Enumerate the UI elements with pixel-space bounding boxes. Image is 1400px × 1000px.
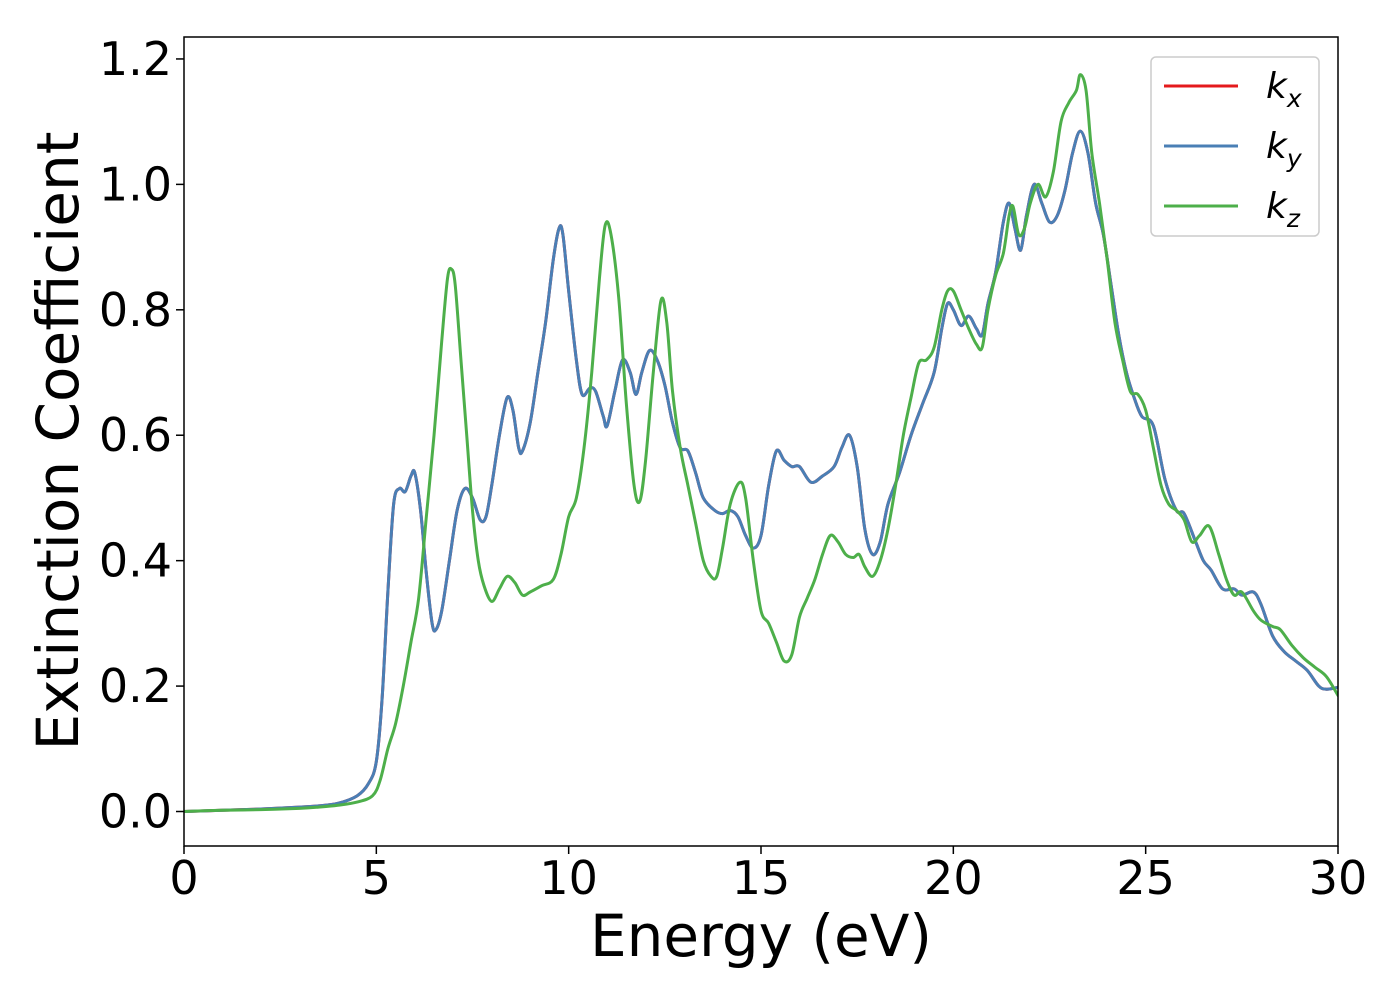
y-tick-label: 0.2 xyxy=(99,659,172,713)
y-tick-label: 0.0 xyxy=(99,785,172,839)
x-tick-label: 0 xyxy=(169,851,198,905)
y-tick-label: 0.6 xyxy=(99,408,172,462)
y-tick-label: 0.8 xyxy=(99,283,172,337)
y-axis-title: Extinction Coefficient xyxy=(24,132,92,751)
series-line-kz xyxy=(184,73,1338,814)
x-tick-label: 15 xyxy=(732,851,791,905)
y-tick-label: 1.2 xyxy=(99,32,172,86)
x-tick-label: 30 xyxy=(1309,851,1368,905)
x-axis-title: Energy (eV) xyxy=(590,902,932,970)
x-tick-label: 5 xyxy=(362,851,391,905)
y-tick-label: 0.4 xyxy=(99,534,172,588)
y-axis-ticks: 0.0 0.2 0.4 0.6 0.8 1.0 1.2 xyxy=(99,32,184,839)
x-axis-ticks: 0 5 10 15 20 25 30 xyxy=(169,846,1367,905)
x-tick-label: 10 xyxy=(539,851,598,905)
series-line-ky xyxy=(184,129,1338,814)
y-tick-label: 1.0 xyxy=(99,157,172,211)
x-tick-label: 20 xyxy=(924,851,983,905)
x-tick-label: 25 xyxy=(1116,851,1175,905)
series-layer xyxy=(184,73,1338,814)
